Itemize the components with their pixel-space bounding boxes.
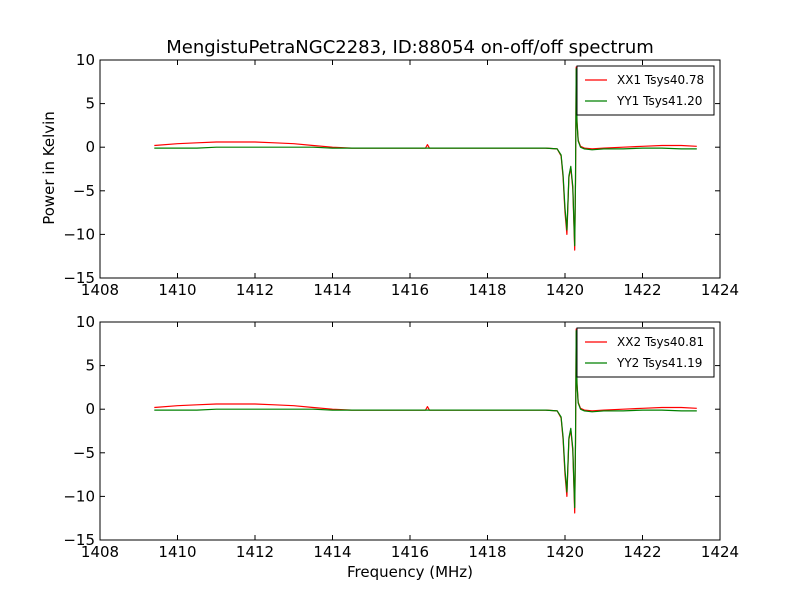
x-tick-label: 1416: [391, 543, 429, 561]
y-tick-label: 0: [85, 138, 95, 156]
y-tick-label: −15: [63, 269, 95, 287]
y-tick-label: 5: [85, 357, 95, 375]
x-tick-label: 1412: [236, 543, 274, 561]
series-line-yy1: [154, 68, 697, 247]
x-tick-label: 1420: [546, 543, 584, 561]
x-axis-label: Frequency (MHz): [347, 563, 473, 581]
y-tick-label: −5: [73, 444, 95, 462]
legend-entry-label: XX1 Tsys40.78: [617, 73, 704, 87]
legend-entry-label: YY1 Tsys41.20: [616, 94, 702, 108]
x-tick-label: 1414: [313, 281, 351, 299]
legend-box: [576, 327, 715, 378]
y-tick-label: 10: [76, 51, 95, 69]
y-axis-label: Power in Kelvin: [40, 111, 58, 225]
legend-entry-label: XX2 Tsys40.81: [617, 335, 704, 349]
legend-box: [576, 65, 715, 116]
y-tick-label: −5: [73, 182, 95, 200]
panels-group: 1408 1410 1412 1414 1416 1418 1420 1422 1424 −15 −…: [63, 51, 739, 561]
x-tick-label: 1408: [81, 281, 119, 299]
y-tick-label: −15: [63, 531, 95, 549]
series-line-yy2: [154, 330, 697, 509]
x-tick-label: 1414: [313, 543, 351, 561]
x-tick-label: 1418: [468, 543, 506, 561]
y-tick-label: 5: [85, 95, 95, 113]
y-tick-label: 10: [76, 313, 95, 331]
x-tick-label: 1418: [468, 281, 506, 299]
panel-1: 1408 1410 1412 1414 1416 1418 1420 1422 1424 −15 −…: [63, 51, 739, 299]
legend: XX1 Tsys40.78 YY1 Tsys41.20: [576, 65, 715, 116]
x-tick-label: 1420: [546, 281, 584, 299]
x-tick-label: 1416: [391, 281, 429, 299]
x-tick-label: 1410: [158, 543, 196, 561]
chart-title: MengistuPetraNGC2283, ID:88054 on-off/of…: [166, 37, 654, 58]
x-tick-label: 1424: [701, 543, 739, 561]
x-tick-label: 1412: [236, 281, 274, 299]
y-tick-label: −10: [63, 225, 95, 243]
legend: XX2 Tsys40.81 YY2 Tsys41.19: [576, 327, 715, 378]
y-tick-label: −10: [63, 487, 95, 505]
y-tick-label: 0: [85, 400, 95, 418]
x-tick-label: 1408: [81, 543, 119, 561]
x-tick-label: 1422: [623, 543, 661, 561]
x-tick-label: 1424: [701, 281, 739, 299]
x-tick-label: 1422: [623, 281, 661, 299]
x-tick-label: 1410: [158, 281, 196, 299]
panel-2: 1408 1410 1412 1414 1416 1418 1420 1422 1424 −15 −…: [63, 313, 739, 561]
legend-entry-label: YY2 Tsys41.19: [616, 356, 702, 370]
